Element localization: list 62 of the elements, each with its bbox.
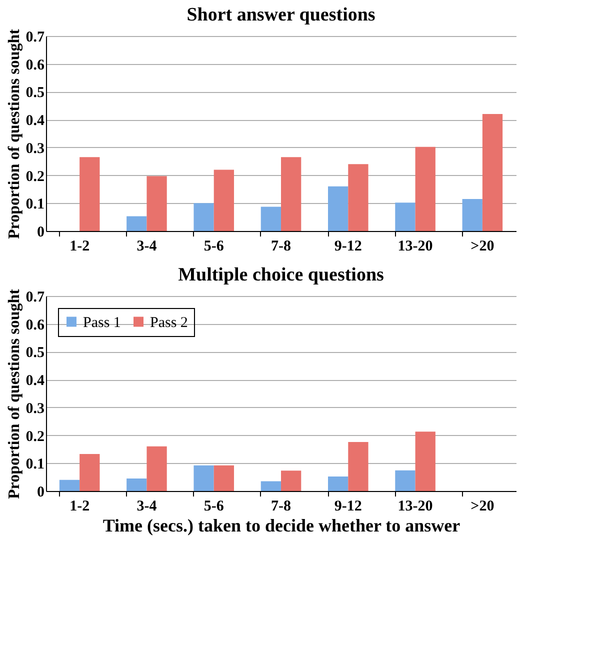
x-tick-label: 5-6	[204, 498, 224, 514]
chart-title: Multiple choice questions	[178, 264, 384, 286]
x-tick-label: 3-4	[136, 238, 158, 254]
bar	[395, 202, 416, 231]
bar	[482, 114, 503, 231]
bar	[214, 465, 234, 491]
y-tick-label: 0.3	[26, 140, 44, 157]
bar	[146, 176, 167, 231]
x-tick-label: 1-2	[70, 498, 90, 514]
y-tick-label: 0.1	[26, 196, 44, 213]
y-tick-label: 0.7	[26, 290, 45, 306]
bar	[348, 164, 368, 231]
bar	[348, 442, 368, 491]
x-tick-label: 13-20	[398, 498, 433, 514]
y-tick-label: 0.4	[26, 373, 45, 390]
bar	[395, 470, 416, 491]
y-tick-label: 0.5	[26, 345, 44, 362]
x-tick-label: 9-12	[334, 238, 362, 254]
bar	[126, 478, 147, 491]
x-tick-label: 7-8	[271, 238, 291, 254]
y-tick-label: 0.1	[26, 456, 44, 473]
y-tick-label: 0.6	[26, 317, 45, 334]
bar	[146, 446, 167, 491]
bar	[281, 470, 302, 491]
bar	[214, 170, 234, 231]
y-axis-title: Proportion of questions sought	[6, 28, 23, 239]
y-tick-label: 0.6	[26, 57, 45, 74]
bar	[260, 206, 281, 231]
x-tick-label: 1-2	[70, 238, 90, 254]
y-tick-label: 0.3	[26, 400, 44, 417]
legend-label: Pass 2	[150, 314, 188, 331]
bar	[328, 476, 348, 491]
bar	[260, 481, 281, 491]
x-tick-label: >20	[470, 238, 494, 254]
y-tick-label: 0.2	[26, 168, 44, 185]
bar	[80, 157, 100, 231]
bar	[328, 186, 348, 231]
y-tick-label: 0.5	[26, 85, 44, 102]
bar	[80, 454, 100, 491]
bar	[194, 203, 214, 231]
chart-title: Short answer questions	[186, 4, 376, 26]
x-tick-label: 13-20	[398, 238, 433, 254]
x-axis-title: Time (secs.) taken to decide whether to answer	[102, 516, 460, 536]
x-tick-label: 3-4	[136, 498, 158, 514]
x-tick-label: 9-12	[334, 498, 362, 514]
bar	[415, 146, 436, 231]
y-axis-title: Proportion of questions sought	[6, 288, 23, 499]
bar	[59, 480, 80, 491]
y-tick-label: 0	[37, 484, 44, 500]
y-tick-label: 0.7	[26, 30, 45, 46]
bar	[194, 465, 214, 491]
y-tick-label: 0.4	[26, 113, 45, 130]
y-tick-label: 0.2	[26, 428, 44, 445]
bar	[415, 432, 436, 491]
bar	[462, 198, 482, 231]
y-tick-label: 0	[37, 224, 44, 240]
bar	[281, 157, 302, 231]
x-tick-label: 7-8	[271, 498, 291, 514]
x-tick-label: >20	[470, 498, 494, 514]
legend-label: Pass 1	[83, 314, 121, 331]
bar	[126, 216, 147, 231]
x-tick-label: 5-6	[204, 238, 224, 254]
